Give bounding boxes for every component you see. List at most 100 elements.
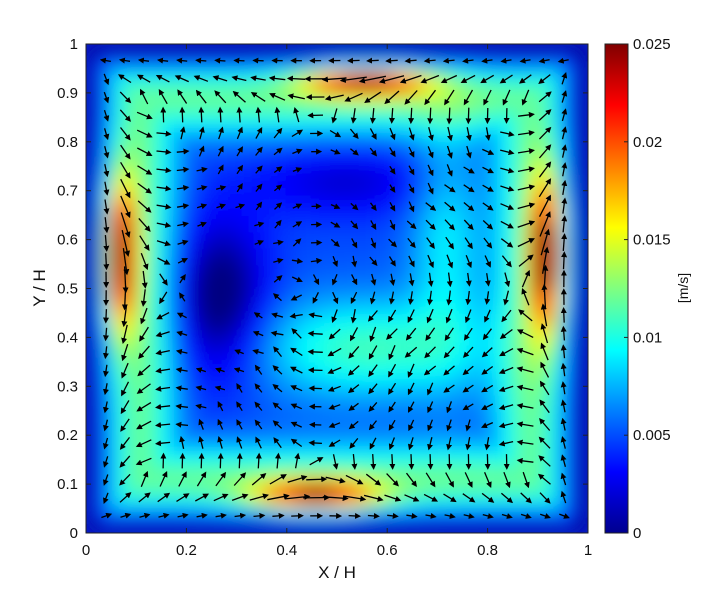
- contour-cell: [294, 108, 305, 119]
- contour-cell: [86, 401, 96, 412]
- contour-cell: [143, 67, 154, 78]
- contour-cell: [545, 287, 556, 298]
- contour-cell: [553, 51, 564, 62]
- contour-cell: [503, 67, 514, 78]
- velocity-arrow: [155, 385, 171, 392]
- contour-cell: [143, 108, 154, 119]
- contour-cell: [486, 369, 497, 380]
- contour-cell: [361, 499, 372, 510]
- contour-cell: [202, 483, 213, 494]
- contour-cell: [578, 222, 588, 233]
- contour-cell: [260, 157, 272, 168]
- contour-cell: [402, 108, 414, 119]
- velocity-arrow: [465, 127, 472, 142]
- contour-cell: [210, 401, 221, 412]
- contour-cell: [327, 51, 338, 62]
- contour-cell: [252, 466, 263, 477]
- contour-cell: [177, 246, 188, 257]
- contour-cell: [503, 434, 514, 445]
- contour-cell: [202, 523, 213, 533]
- contour-cell: [536, 369, 548, 380]
- contour-cell: [469, 466, 481, 477]
- contour-cell: [536, 222, 548, 233]
- contour-cell: [110, 230, 121, 241]
- contour-cell: [135, 132, 146, 143]
- contour-cell: [277, 116, 288, 127]
- contour-cell: [294, 328, 305, 339]
- velocity-arrow: [121, 344, 129, 362]
- contour-cell: [177, 181, 188, 192]
- contour-cell: [377, 263, 389, 274]
- contour-cell: [411, 328, 422, 339]
- contour-cell: [461, 328, 472, 339]
- contour-cell: [553, 295, 564, 306]
- contour-cell: [553, 246, 564, 257]
- contour-cell: [520, 442, 531, 453]
- x-tick-label: 0.2: [176, 542, 197, 559]
- velocity-arrow: [179, 126, 186, 140]
- contour-cell: [202, 499, 213, 510]
- contour-cell: [386, 108, 397, 119]
- y-axis-label: Y / H: [30, 269, 49, 306]
- velocity-arrow: [236, 419, 243, 430]
- contour-cell: [469, 507, 481, 518]
- velocity-arrow: [275, 452, 281, 469]
- contour-cell: [151, 67, 163, 78]
- contour-cell: [377, 206, 389, 217]
- contour-cell: [244, 165, 255, 176]
- velocity-arrow: [284, 493, 311, 500]
- contour-cell: [126, 442, 138, 453]
- contour-cell: [168, 377, 180, 388]
- contour-cell: [478, 466, 489, 477]
- contour-cell: [126, 279, 138, 290]
- velocity-arrow: [175, 367, 188, 374]
- contour-cell: [570, 271, 581, 282]
- contour-cell: [570, 434, 581, 445]
- contour-cell: [570, 222, 581, 233]
- contour-cell: [118, 173, 129, 184]
- contour-cell: [193, 458, 205, 469]
- contour-cell: [160, 360, 171, 371]
- contour-cell: [411, 197, 422, 208]
- contour-cell: [553, 181, 564, 192]
- contour-cell: [210, 246, 221, 257]
- contour-cell: [545, 434, 556, 445]
- contour-cell: [135, 91, 146, 103]
- contour-cell: [428, 311, 439, 323]
- contour-cell: [520, 417, 531, 429]
- velocity-arrow: [118, 74, 132, 84]
- contour-cell: [86, 44, 96, 54]
- contour-cell: [277, 197, 288, 208]
- contour-cell: [101, 320, 113, 331]
- velocity-arrow: [330, 203, 341, 210]
- contour-cell: [235, 238, 246, 249]
- contour-cell: [185, 181, 196, 192]
- velocity-arrow: [307, 348, 323, 355]
- contour-cell: [386, 474, 397, 486]
- contour-cell: [578, 523, 588, 533]
- contour-cell: [86, 409, 96, 420]
- x-axis: 0 0.2 0.4 0.6 0.8 1: [82, 44, 592, 559]
- contour-cell: [503, 515, 514, 526]
- velocity-arrow: [481, 384, 494, 393]
- contour-cell: [511, 108, 523, 119]
- contour-cell: [553, 44, 564, 54]
- contour-cell: [536, 515, 548, 526]
- velocity-arrow: [328, 404, 341, 410]
- velocity-arrow: [368, 401, 378, 412]
- contour-cell: [227, 230, 238, 241]
- contour-cell: [469, 246, 481, 257]
- contour-cell: [227, 442, 238, 453]
- contour-cell: [93, 246, 104, 257]
- contour-cell: [135, 271, 146, 282]
- contour-cell: [369, 320, 380, 331]
- velocity-arrow: [268, 75, 286, 82]
- contour-cell: [101, 124, 113, 135]
- contour-cell: [336, 491, 347, 502]
- contour-cell: [260, 352, 272, 363]
- contour-cell: [503, 44, 514, 54]
- contour-cell: [193, 214, 205, 225]
- contour-cell: [110, 263, 121, 274]
- contour-cell: [319, 352, 330, 363]
- contour-cell: [260, 466, 272, 477]
